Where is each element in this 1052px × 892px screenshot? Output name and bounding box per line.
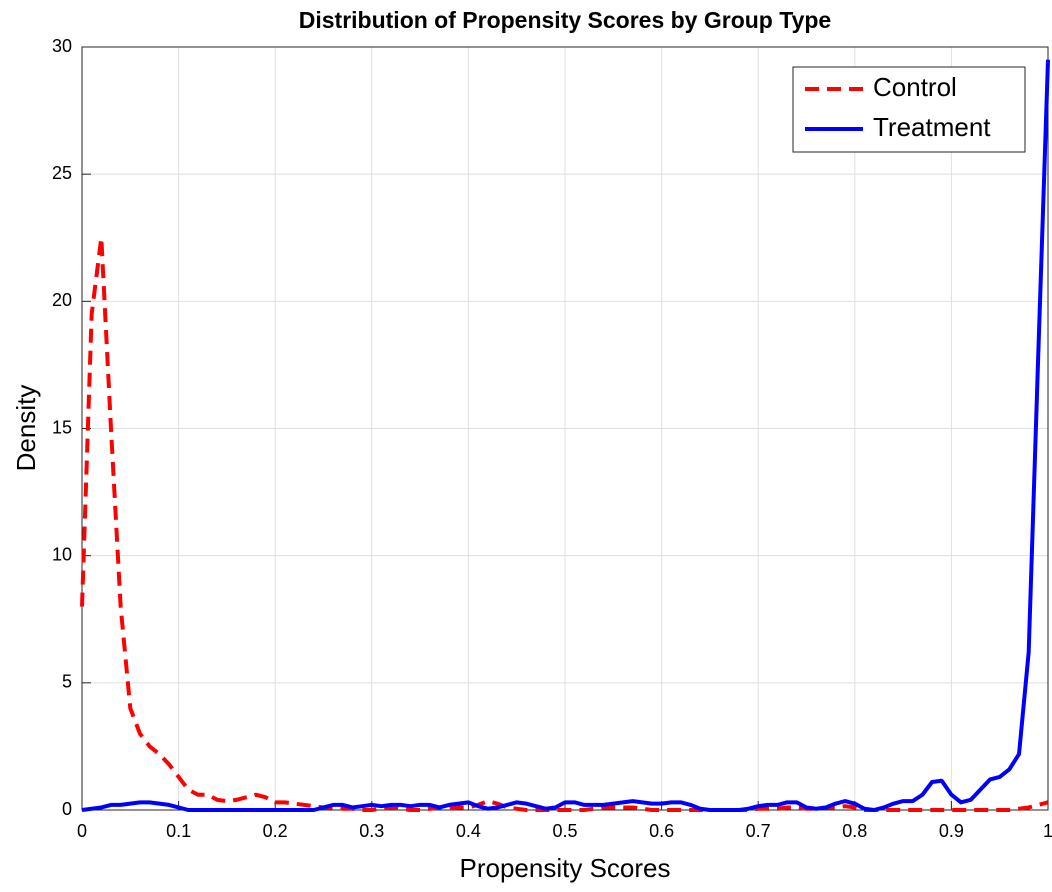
x-tick-label: 0.2 <box>263 821 288 841</box>
y-tick-label: 10 <box>52 544 72 564</box>
y-tick-label: 0 <box>62 799 72 819</box>
x-axis-label: Propensity Scores <box>460 853 671 883</box>
x-tick-label: 0 <box>77 821 87 841</box>
x-tick-label: 0.8 <box>842 821 867 841</box>
y-axis-label: Density <box>11 385 41 472</box>
x-tick-label: 0.1 <box>166 821 191 841</box>
x-tick-label: 0.6 <box>649 821 674 841</box>
y-tick-label: 20 <box>52 290 72 310</box>
x-tick-label: 0.5 <box>552 821 577 841</box>
y-tick-label: 25 <box>52 163 72 183</box>
legend-label: Treatment <box>873 112 991 142</box>
line-series <box>81 59 1050 812</box>
legend-label: Control <box>873 72 957 102</box>
chart-title: Distribution of Propensity Scores by Gro… <box>299 7 831 33</box>
y-tick-label: 15 <box>52 417 72 437</box>
x-tick-label: 1 <box>1043 821 1052 841</box>
y-tick-label: 5 <box>62 672 72 692</box>
y-tick-label: 30 <box>52 36 72 56</box>
legend-box <box>792 66 1026 153</box>
x-tick-label: 0.7 <box>746 821 771 841</box>
x-tick-label: 0.4 <box>456 821 481 841</box>
x-tick-label: 0.3 <box>359 821 384 841</box>
x-tick-label: 0.9 <box>939 821 964 841</box>
line-series <box>80 235 1049 812</box>
